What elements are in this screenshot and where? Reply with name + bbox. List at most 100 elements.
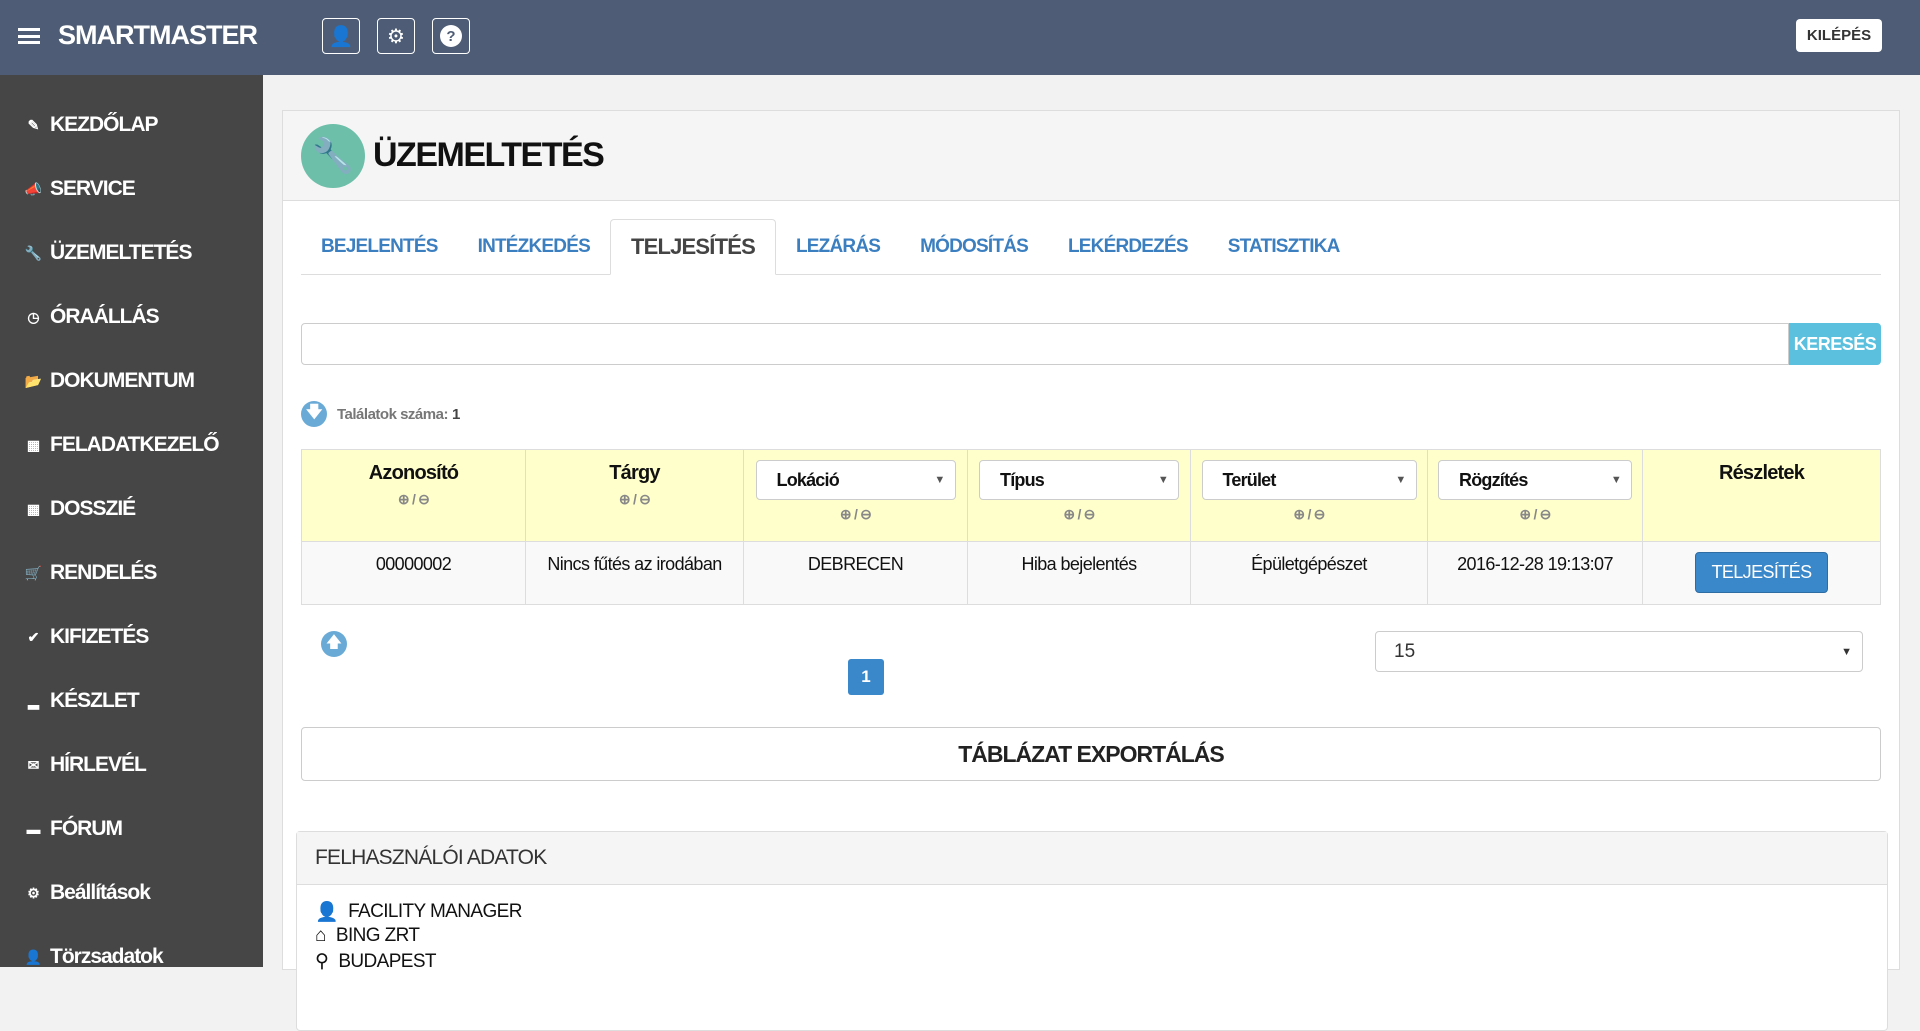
tab-lezaras[interactable]: LEZÁRÁS: [796, 236, 881, 257]
user-icon: 👤: [315, 902, 339, 923]
label: Törzsadatok: [50, 945, 164, 968]
user-data-panel: FELHASZNÁLÓI ADATOK 👤 FACILITY MANAGER ⌂ B…: [296, 831, 1888, 1031]
results-value: 1: [451, 405, 460, 423]
slash: /: [632, 491, 637, 507]
sidebar-item-service[interactable]: 📣 SERVICE: [24, 177, 136, 201]
clock-icon: ◷: [27, 308, 39, 325]
sidebar-item-beallitasok[interactable]: ⚙ Beállítások: [24, 881, 151, 905]
rogzites-filter-select[interactable]: Rögzítés ▼: [1438, 460, 1632, 500]
header-azonosito[interactable]: Azonosító ⊕ / ⊖: [301, 449, 526, 542]
tab-statisztika[interactable]: STATISZTIKA: [1227, 236, 1341, 257]
help-button[interactable]: ?: [432, 18, 470, 54]
caret-down-icon: ▼: [934, 474, 945, 486]
label: SERVICE: [50, 177, 136, 200]
settings-button[interactable]: ⚙: [377, 18, 415, 54]
sidebar-item-kifizetes[interactable]: ✔ KIFIZETÉS: [24, 625, 150, 649]
select-label: Rögzítés: [1459, 469, 1528, 490]
export-table-button[interactable]: TÁBLÁZAT EXPORTÁLÁS: [301, 727, 1881, 781]
comment-icon: ▬: [26, 821, 41, 837]
sort-controls[interactable]: ⊕ / ⊖: [1293, 506, 1325, 522]
page-size-value: 15: [1394, 640, 1416, 662]
page-size-select[interactable]: 15 ▼: [1375, 631, 1863, 672]
folder-icon: 📂: [24, 372, 42, 389]
user-icon: 👤: [24, 948, 42, 965]
tab-lekerdezes[interactable]: LEKÉRDEZÉS: [1067, 236, 1189, 257]
label: KIFIZETÉS: [50, 625, 149, 648]
cell-location: DEBRECEN: [743, 541, 968, 605]
page-1-button[interactable]: 1: [848, 659, 884, 695]
brand[interactable]: SMARTMASTER: [18, 20, 258, 51]
cell-action: TELJESÍTÉS: [1642, 541, 1881, 605]
tab-teljesites[interactable]: TELJESÍTÉS: [609, 219, 776, 275]
label: ÜZEMELTETÉS: [50, 241, 192, 264]
sidebar-item-dosszie[interactable]: ▦ DOSSZIÉ: [24, 497, 136, 521]
tab-modositas[interactable]: MÓDOSÍTÁS: [920, 236, 1029, 257]
user-role: 👤 FACILITY MANAGER: [315, 900, 522, 924]
search-button[interactable]: KERESÉS: [1789, 323, 1881, 365]
profile-button[interactable]: 👤: [322, 18, 360, 54]
sort-controls[interactable]: ⊕ / ⊖: [1063, 506, 1095, 522]
logout-button[interactable]: KILÉPÉS: [1796, 19, 1882, 52]
sidebar-item-oraallas[interactable]: ◷ ÓRAÁLLÁS: [24, 305, 159, 329]
results-table: Azonosító ⊕ / ⊖ Tárgy ⊕ / ⊖ Lokáció ▼ ⊕ / ⊖ …: [301, 449, 1881, 605]
arrow-up-icon[interactable]: 🡅: [321, 631, 347, 657]
user-company: ⌂ BING ZRT: [315, 925, 420, 947]
top-bar: SMARTMASTER 👤 ⚙ ? KILÉPÉS: [0, 0, 1920, 75]
label: KEZDŐLAP: [50, 113, 158, 136]
sidebar: ✎ KEZDŐLAP 📣 SERVICE 🔧 ÜZEMELTETÉS ◷ ÓRAÁLLÁ…: [0, 75, 263, 969]
envelope-icon: ✉: [27, 756, 40, 773]
sidebar-item-rendeles[interactable]: 🛒 RENDELÉS: [24, 561, 158, 585]
sidebar-item-uzemeltetes[interactable]: 🔧 ÜZEMELTETÉS: [24, 241, 193, 265]
label: ÓRAÁLLÁS: [50, 305, 160, 328]
sidebar-item-kezdolap[interactable]: ✎ KEZDŐLAP: [24, 113, 159, 137]
header-lokacio: Lokáció ▼ ⊕ / ⊖: [743, 449, 968, 542]
tab-intezkedes[interactable]: INTÉZKEDÉS: [477, 236, 591, 257]
check-circle-icon: ✔: [27, 628, 40, 645]
header-label: Részletek: [1718, 462, 1805, 484]
sidebar-item-torzsadatok[interactable]: 👤 Törzsadatok: [24, 945, 164, 969]
table-header-row: Azonosító ⊕ / ⊖ Tárgy ⊕ / ⊖ Lokáció ▼ ⊕ / ⊖ …: [301, 449, 1881, 542]
label: KÉSZLET: [50, 689, 140, 712]
label: DOKUMENTUM: [50, 369, 195, 392]
terulet-filter-select[interactable]: Terület ▼: [1201, 460, 1417, 500]
table-row: 00000002 Nincs fűtés az irodában DEBRECE…: [301, 541, 1881, 605]
results-label: Találatok száma:: [337, 405, 448, 423]
sidebar-item-forum[interactable]: ▬ FÓRUM: [24, 817, 124, 841]
sort-controls[interactable]: ⊕ / ⊖: [839, 506, 872, 522]
calendar-icon: ▦: [26, 436, 40, 453]
company-text: BING ZRT: [335, 925, 420, 946]
tipus-filter-select[interactable]: Típus ▼: [979, 460, 1179, 500]
cell-area: Épületgépészet: [1190, 541, 1428, 605]
select-label: Lokáció: [776, 469, 840, 490]
sort-controls[interactable]: ⊕ / ⊖: [1519, 506, 1551, 522]
sort-controls[interactable]: ⊕ / ⊖: [618, 491, 651, 507]
slash: /: [1307, 506, 1311, 522]
cell-id: 00000002: [301, 541, 526, 605]
lokacio-filter-select[interactable]: Lokáció ▼: [755, 460, 956, 500]
page-header: 🔧 ÜZEMELTETÉS: [283, 111, 1899, 201]
bar-chart-icon: ▂: [28, 692, 39, 709]
sidebar-item-dokumentum[interactable]: 📂 DOKUMENTUM: [24, 369, 195, 393]
tabs: BEJELENTÉS INTÉZKEDÉS TELJESÍTÉS LEZÁRÁS…: [301, 219, 1881, 275]
select-label: Terület: [1222, 469, 1277, 490]
header-rogzites: Rögzítés ▼ ⊕ / ⊖: [1427, 449, 1643, 542]
tab-bejelentes[interactable]: BEJELENTÉS: [321, 236, 438, 257]
sidebar-item-keszlet[interactable]: ▂ KÉSZLET: [24, 689, 140, 713]
user-city: ⚲ BUDAPEST: [315, 950, 437, 973]
sidebar-item-hirlevel[interactable]: ✉ HÍRLEVÉL: [24, 753, 147, 777]
arrow-down-icon[interactable]: 🡇: [301, 401, 327, 427]
location-icon: ⚲: [315, 951, 329, 972]
menu-icon[interactable]: [18, 27, 40, 44]
wrench-icon: 🔧: [24, 244, 42, 261]
label: Beállítások: [50, 881, 151, 904]
sidebar-item-feladatkezelo[interactable]: ▦ FELADATKEZELŐ: [24, 433, 220, 457]
caret-down-icon: ▼: [1841, 645, 1852, 658]
sort-controls[interactable]: ⊕ / ⊖: [397, 491, 430, 507]
slash: /: [853, 506, 858, 522]
header-targy[interactable]: Tárgy ⊕ / ⊖: [525, 449, 744, 542]
label: DOSSZIÉ: [50, 497, 136, 520]
results-count: 🡇 Találatok száma: 1: [301, 401, 460, 427]
search-input[interactable]: [301, 323, 1789, 365]
select-label: Típus: [1000, 469, 1045, 490]
teljesites-button[interactable]: TELJESÍTÉS: [1695, 552, 1828, 593]
